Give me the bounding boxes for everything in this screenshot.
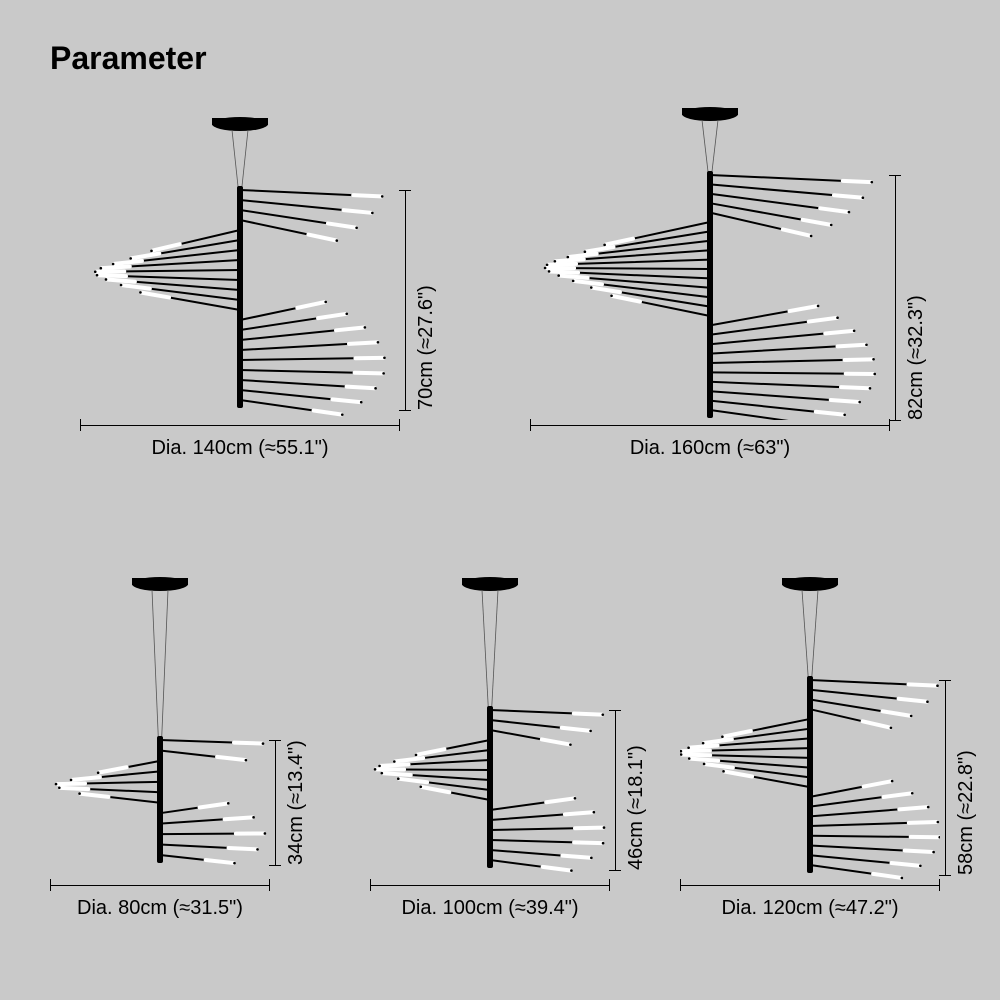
page-title: Parameter bbox=[50, 40, 207, 77]
height-line bbox=[895, 175, 896, 420]
height-label: 46cm (≈18.1") bbox=[625, 710, 648, 870]
diameter-label: Dia. 100cm (≈39.4") bbox=[370, 897, 610, 920]
diameter-line bbox=[680, 885, 940, 886]
height-label: 58cm (≈22.8") bbox=[955, 680, 978, 875]
diameter-label: Dia. 80cm (≈31.5") bbox=[50, 897, 270, 920]
height-line bbox=[945, 680, 946, 875]
height-line bbox=[275, 740, 276, 865]
chandelier-figure bbox=[80, 110, 400, 420]
diameter-label: Dia. 140cm (≈55.1") bbox=[80, 437, 400, 460]
size-panel-p140: Dia. 140cm (≈55.1") 70cm (≈27.6") bbox=[80, 110, 440, 480]
size-panel-p160: Dia. 160cm (≈63") 82cm (≈32.3") bbox=[530, 100, 930, 480]
diameter-line bbox=[80, 425, 400, 426]
chandelier-figure bbox=[50, 570, 270, 880]
size-panel-p80: Dia. 80cm (≈31.5") 34cm (≈13.4") bbox=[50, 570, 310, 940]
height-line bbox=[615, 710, 616, 870]
size-panel-p120: Dia. 120cm (≈47.2") 58cm (≈22.8") bbox=[680, 570, 980, 940]
diameter-line bbox=[370, 885, 610, 886]
chandelier-figure bbox=[530, 100, 890, 420]
height-label: 82cm (≈32.3") bbox=[905, 175, 928, 420]
diameter-line bbox=[50, 885, 270, 886]
chandelier-figure bbox=[370, 570, 610, 880]
diameter-label: Dia. 160cm (≈63") bbox=[530, 437, 890, 460]
chandelier-figure bbox=[680, 570, 940, 880]
height-line bbox=[405, 190, 406, 410]
height-label: 70cm (≈27.6") bbox=[415, 190, 438, 410]
height-label: 34cm (≈13.4") bbox=[285, 740, 308, 865]
diameter-line bbox=[530, 425, 890, 426]
diameter-label: Dia. 120cm (≈47.2") bbox=[680, 897, 940, 920]
size-panel-p100: Dia. 100cm (≈39.4") 46cm (≈18.1") bbox=[370, 570, 650, 940]
